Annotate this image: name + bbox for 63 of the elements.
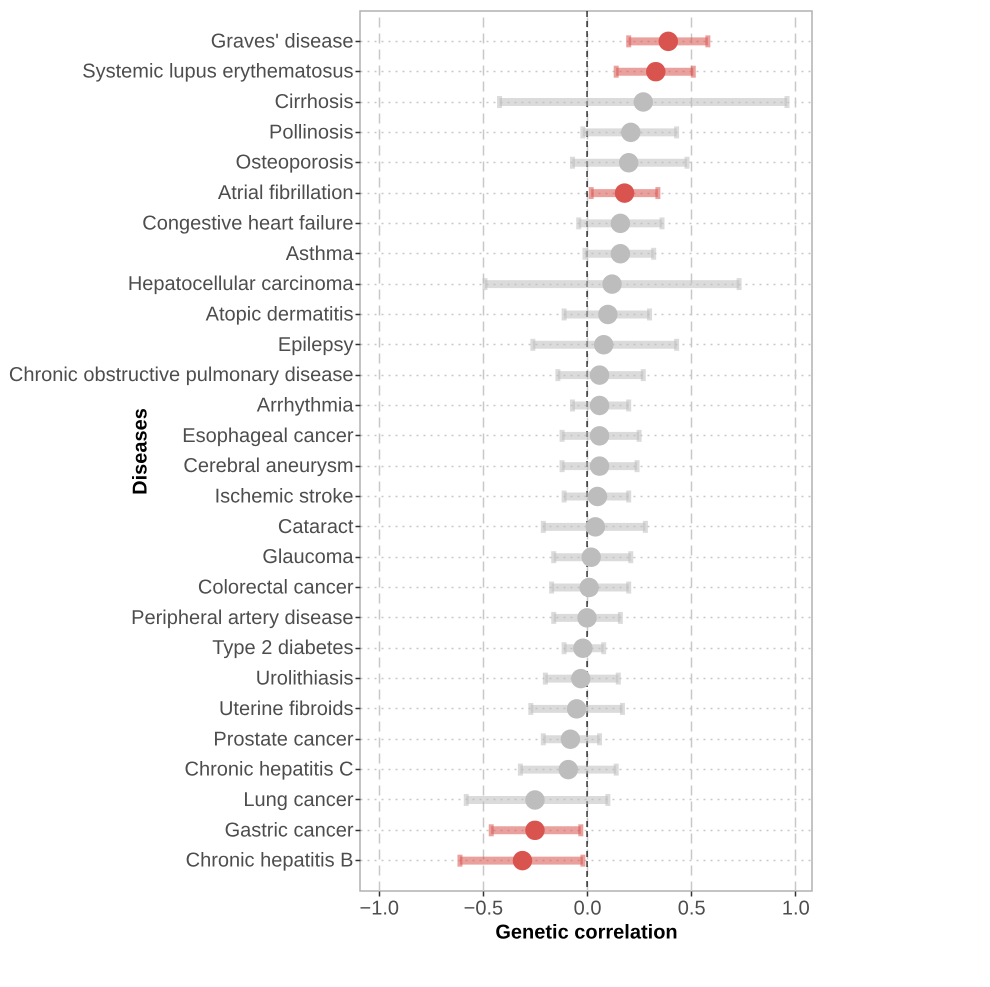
y-tick-label: Hepatocellular carcinoma bbox=[128, 273, 354, 296]
y-tick-label: Osteoporosis bbox=[236, 152, 354, 174]
point bbox=[512, 850, 532, 870]
x-tick-label: 0.5 bbox=[678, 898, 706, 920]
point bbox=[573, 638, 593, 658]
y-tick-label: Systemic lupus erythematosus bbox=[82, 60, 354, 83]
y-tick-label: Atrial fibrillation bbox=[218, 182, 354, 204]
point bbox=[525, 790, 545, 810]
y-tick-label: Uterine fibroids bbox=[218, 698, 354, 720]
point bbox=[558, 760, 578, 780]
y-tick-label: Congestive heart failure bbox=[142, 212, 354, 234]
point bbox=[590, 426, 610, 446]
point bbox=[614, 183, 634, 203]
y-tick-label: Arrhythmia bbox=[256, 394, 354, 416]
x-tick-label: 1.0 bbox=[782, 898, 810, 920]
point bbox=[566, 699, 586, 719]
point bbox=[598, 304, 618, 324]
y-tick-label: Ischemic stroke bbox=[214, 486, 354, 508]
point bbox=[590, 396, 610, 416]
point bbox=[525, 820, 545, 840]
point bbox=[658, 32, 678, 52]
point bbox=[610, 244, 630, 264]
point bbox=[560, 730, 580, 750]
y-tick-label: Prostate cancer bbox=[213, 728, 354, 750]
y-tick-label: Peripheral artery disease bbox=[131, 606, 354, 629]
y-tick-label: Atopic dermatitis bbox=[206, 303, 354, 326]
y-tick-label: Chronic obstructive pulmonary disease bbox=[8, 364, 354, 386]
point bbox=[590, 456, 610, 476]
point bbox=[618, 152, 638, 172]
y-tick-label: Chronic hepatitis C bbox=[184, 758, 354, 781]
point bbox=[610, 214, 630, 234]
y-tick-label: Cataract bbox=[278, 516, 354, 538]
y-tick-label: Colorectal cancer bbox=[198, 576, 354, 599]
y-tick-label: Glaucoma bbox=[262, 546, 354, 568]
point bbox=[571, 668, 591, 688]
point bbox=[634, 92, 654, 112]
y-tick-label: Type 2 diabetes bbox=[212, 637, 354, 660]
point bbox=[646, 62, 666, 82]
y-tick-label: Lung cancer bbox=[243, 788, 354, 811]
y-tick-label: Gastric cancer bbox=[224, 819, 354, 842]
point bbox=[621, 122, 641, 142]
y-tick-label: Urolithiasis bbox=[256, 668, 354, 690]
point bbox=[586, 517, 606, 537]
y-tick-label: Graves' disease bbox=[210, 30, 354, 52]
y-tick-label: Cirrhosis bbox=[274, 91, 354, 114]
point bbox=[590, 365, 610, 385]
point bbox=[577, 608, 597, 628]
y-tick-label: Esophageal cancer bbox=[182, 424, 354, 447]
x-axis-title: Genetic correlation bbox=[495, 922, 678, 944]
point bbox=[594, 335, 614, 355]
point bbox=[581, 547, 601, 567]
y-tick-label: Pollinosis bbox=[269, 121, 354, 144]
y-tick-label: Chronic hepatitis B bbox=[186, 850, 354, 872]
x-tick-label: −0.5 bbox=[464, 898, 504, 920]
y-tick-label: Epilepsy bbox=[278, 334, 354, 356]
y-axis-title: Diseases bbox=[130, 408, 152, 495]
point bbox=[579, 578, 599, 598]
y-tick-label: Cerebral aneurysm bbox=[183, 455, 354, 478]
point bbox=[602, 274, 622, 294]
y-tick-label: Asthma bbox=[286, 242, 354, 265]
x-tick-label: −1.0 bbox=[360, 898, 399, 920]
x-tick-label: 0.0 bbox=[574, 898, 602, 920]
point bbox=[588, 486, 608, 506]
